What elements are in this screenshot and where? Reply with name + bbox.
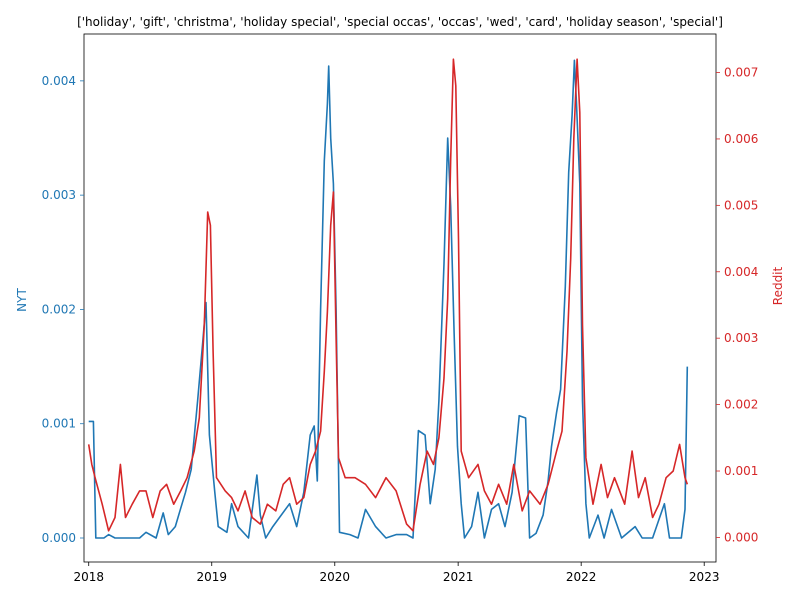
right-y-tick-label: 0.001: [724, 464, 758, 478]
left-y-tick-label: 0.001: [42, 417, 76, 431]
x-tick-label: 2021: [443, 570, 474, 584]
reddit-series-line: [87, 58, 689, 532]
left-y-tick-label: 0.000: [42, 531, 76, 545]
right-axis-label: Reddit: [771, 266, 785, 305]
right-y-tick-label: 0.007: [724, 66, 758, 80]
right-y-tick-label: 0.000: [724, 530, 758, 544]
right-y-tick-label: 0.006: [724, 132, 758, 146]
left-y-tick-label: 0.003: [42, 188, 76, 202]
x-tick-label: 2018: [73, 570, 104, 584]
chart-title: ['holiday', 'gift', 'christma', 'holiday…: [77, 15, 723, 29]
x-tick-label: 2020: [320, 570, 351, 584]
plot-frame: [83, 33, 717, 563]
right-y-tick-label: 0.003: [724, 331, 758, 345]
right-y-tick-label: 0.005: [724, 198, 758, 212]
nyt-series-line: [88, 59, 689, 539]
left-y-tick-label: 0.004: [42, 74, 76, 88]
x-tick-label: 2022: [566, 570, 597, 584]
x-tick-label: 2019: [196, 570, 227, 584]
left-y-tick-label: 0.002: [42, 302, 76, 316]
right-y-tick-label: 0.004: [724, 265, 758, 279]
right-y-tick-label: 0.002: [724, 398, 758, 412]
left-axis-label: NYT: [15, 288, 29, 312]
x-tick-label: 2023: [689, 570, 720, 584]
